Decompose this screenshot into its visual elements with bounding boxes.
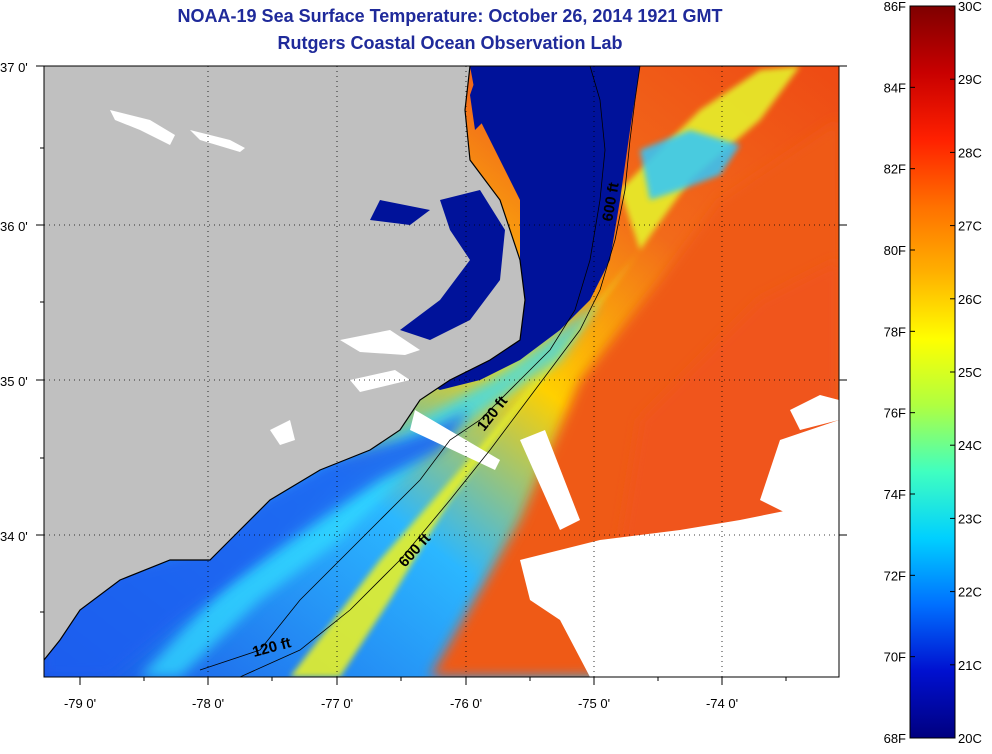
lat-label: 37 0' [0, 60, 28, 75]
colorbar-f-label: 70F [884, 650, 906, 665]
lon-label: -76 0' [450, 696, 482, 711]
colorbar-c-label: 28C [958, 145, 982, 160]
colorbar-f-label: 76F [884, 406, 906, 421]
colorbar-f-label: 74F [884, 487, 906, 502]
colorbar-f-label: 82F [884, 162, 906, 177]
map-title: NOAA-19 Sea Surface Temperature: October… [177, 6, 723, 26]
colorbar-c-label: 21C [958, 658, 982, 673]
colorbar-fahrenheit-scale: 86F 84F 82F 80F 78F 76F 74F 72F 70F 68F [884, 0, 915, 746]
colorbar-c-label: 27C [958, 219, 982, 234]
shelf-front [290, 66, 800, 677]
colorbar-c-label: 22C [958, 585, 982, 600]
contour-label: 600 ft [599, 181, 623, 223]
lat-label: 34 0' [0, 529, 28, 544]
colorbar-c-label: 25C [958, 365, 982, 380]
colorbar-c-label: 29C [958, 72, 982, 87]
lat-label: 36 0' [0, 219, 28, 234]
lat-label: 35 0' [0, 374, 28, 389]
latitude-labels: 37 0' 36 0' 35 0' 34 0' [0, 60, 28, 544]
colorbar-f-label: 84F [884, 80, 906, 95]
lon-label: -78 0' [192, 696, 224, 711]
colorbar-c-label: 26C [958, 292, 982, 307]
colorbar-c-label: 30C [958, 0, 982, 14]
sst-map: 600 ft 120 ft 600 ft 120 ft [44, 66, 839, 677]
axis-ticks [36, 65, 847, 685]
colorbar-c-label: 20C [958, 731, 982, 746]
lon-label: -79 0' [64, 696, 96, 711]
coastline [44, 66, 526, 661]
colorbar-celsius-scale: 30C 29C 28C 27C 26C 25C 24C 23C 22C 21C 20C [950, 0, 982, 746]
map-subtitle: Rutgers Coastal Ocean Observation Lab [277, 33, 623, 53]
lon-label: -77 0' [321, 696, 353, 711]
isobath-120ft [199, 66, 606, 671]
isobath-600ft [239, 66, 641, 677]
colorbar-c-label: 23C [958, 511, 982, 526]
inland-sounds [370, 66, 505, 340]
graticule [44, 66, 839, 677]
rivers [110, 110, 420, 445]
map-frame [43, 65, 840, 678]
cloud-cover [410, 395, 839, 677]
lon-label: -74 0' [706, 696, 738, 711]
colorbar-f-label: 72F [884, 568, 906, 583]
colorbar-f-label: 68F [884, 731, 906, 746]
colorbar-f-label: 86F [884, 0, 906, 14]
colorbar-f-label: 78F [884, 324, 906, 339]
cold-shelf-water [420, 66, 640, 390]
lon-label: -75 0' [578, 696, 610, 711]
colorbar-c-label: 24C [958, 438, 982, 453]
colorbar [909, 5, 956, 739]
longitude-labels: -79 0' -78 0' -77 0' -76 0' -75 0' -74 0… [64, 696, 738, 711]
colorbar-f-label: 80F [884, 243, 906, 258]
